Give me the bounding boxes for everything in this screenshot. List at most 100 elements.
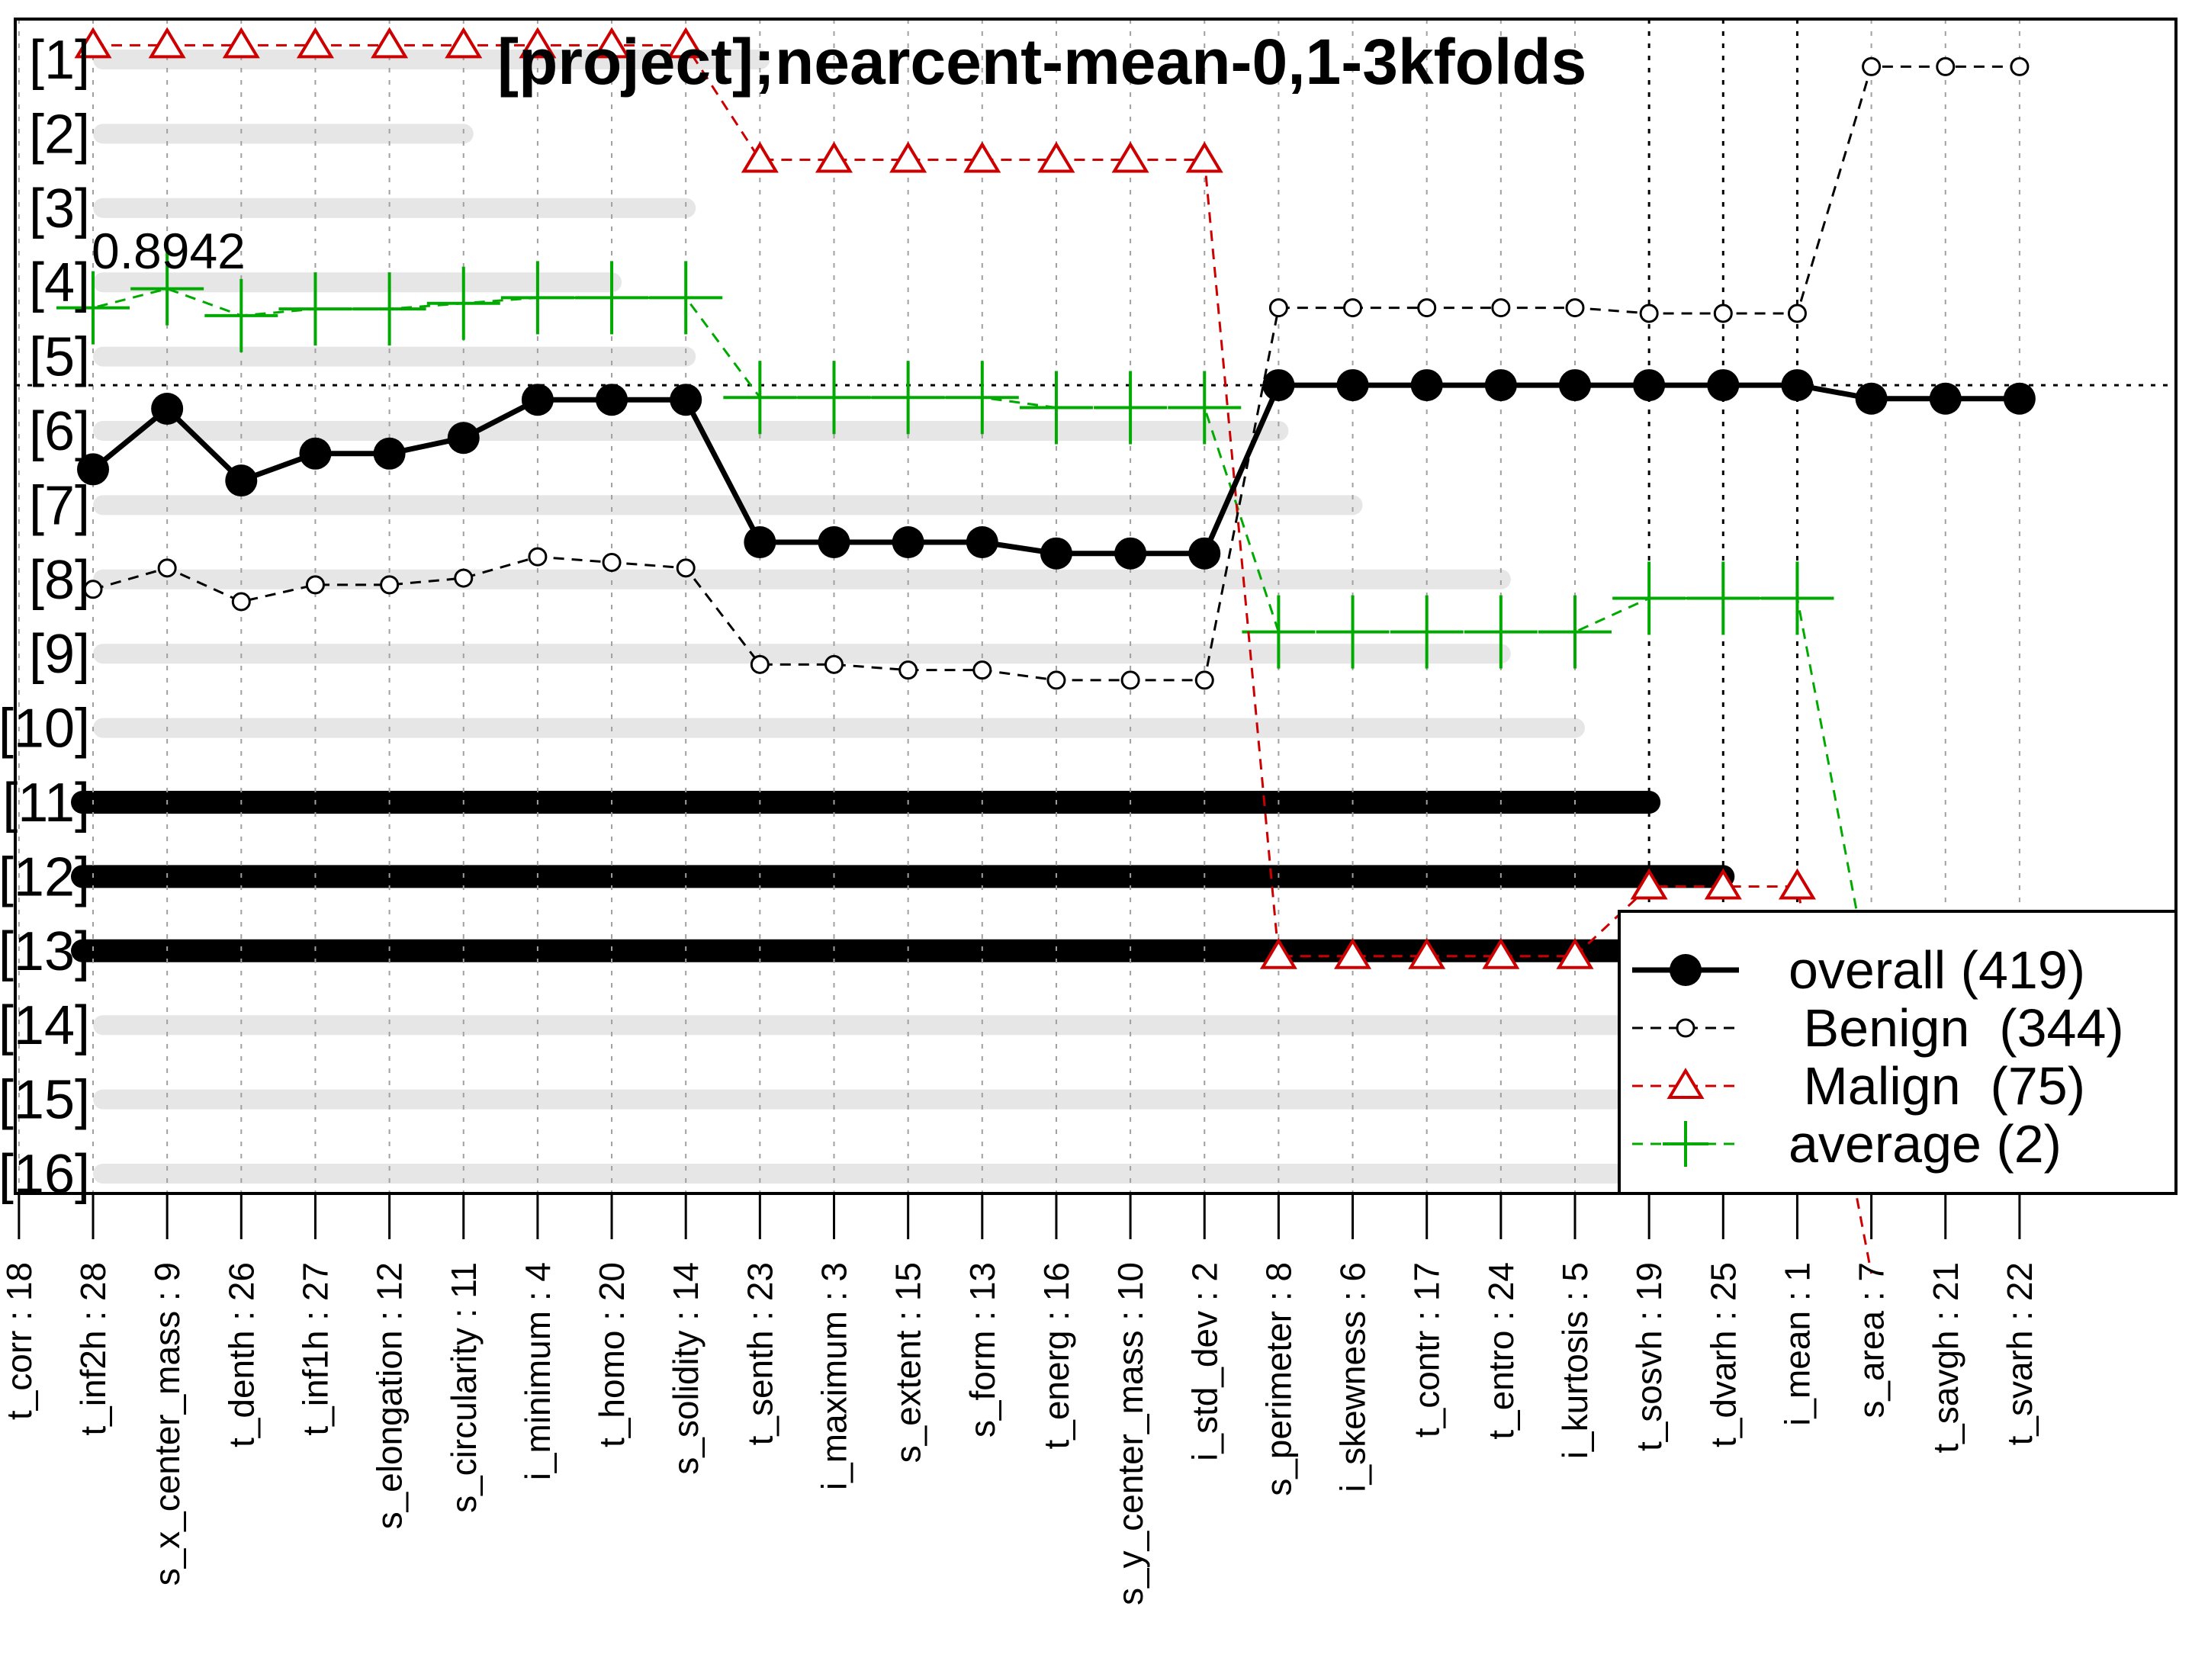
data-point [231,592,251,612]
x-tick-label: i_kurtosis : 5 [1555,1262,1595,1459]
data-point [83,580,103,599]
data-point [1185,141,1223,173]
x-tick-label: t_savgh : 21 [1926,1262,1965,1454]
data-point [1111,141,1149,173]
data-point [966,526,998,559]
legend: overall (419) Benign (344) Malign (75)av… [1618,910,2178,1195]
data-point [1760,561,1834,635]
row-label: [7] [29,475,90,536]
data-point [157,558,177,578]
data-point [898,660,918,680]
data-point [1491,298,1511,318]
data-point [1565,298,1585,318]
x-tick-label: t_inf1h : 27 [295,1262,335,1436]
data-point [1188,537,1221,570]
data-point [1464,595,1538,669]
data-point [1559,369,1591,402]
data-point [1114,537,1147,570]
row-label: [14] [0,995,90,1056]
data-point [1046,670,1066,690]
x-tick-label: i_std_dev : 2 [1184,1262,1224,1461]
data-point [222,27,260,59]
row-label: [10] [0,699,90,760]
x-tick-label: t_svarh : 22 [2000,1262,2039,1445]
row-bars [71,50,1735,1184]
row-label: [9] [29,624,90,685]
x-tick-label: i_minimum : 4 [518,1262,558,1480]
data-point [1390,595,1464,669]
x-tick-label: s_circularity : 11 [444,1262,484,1513]
data-point [1268,298,1288,318]
data-point [299,437,332,470]
x-tick-label: t_sosvh : 19 [1629,1262,1669,1451]
data-point [1538,595,1612,669]
x-tick-label: t_denth : 26 [221,1262,261,1447]
data-point [1410,369,1443,402]
data-point [1262,369,1295,402]
data-point [945,361,1019,435]
x-tick-label: t_dvarh : 25 [1703,1262,1743,1447]
x-axis: t_corr : 18 t_inf2h : 28 s_x_center_mass :… [0,1193,2039,1605]
data-point [380,575,400,595]
x-tick-label: s_x_center_mass : 9 [147,1262,187,1585]
data-point [56,271,130,345]
series-overall [77,369,2036,570]
data-point [1639,304,1659,323]
data-point [1037,141,1075,173]
legend-marker-average [1663,1121,1708,1167]
data-point [151,392,184,425]
data-point [963,141,1001,173]
data-point [596,384,628,416]
x-tick-label: s_area : 7 [1852,1262,1891,1418]
x-tick-label: t_contr : 17 [1407,1262,1447,1437]
data-point [972,660,992,680]
row-label: [8] [29,550,90,611]
row-label: [5] [29,327,90,388]
data-point [1168,371,1242,445]
data-point [1259,937,1297,969]
row-label: [3] [29,178,90,239]
data-point [871,361,945,435]
data-point [1781,369,1814,402]
x-tick-label: t_homo : 20 [592,1262,632,1447]
legend-marker-overall [1670,954,1702,986]
data-point [818,526,850,559]
data-point [278,272,352,346]
data-point [1686,561,1760,635]
data-point [352,272,426,346]
data-point [447,422,480,455]
data-point [1630,868,1668,900]
row-label: [1] [29,30,90,91]
series-malign [74,27,1873,1274]
data-point [373,437,406,470]
x-tick-label: t_inf2h : 28 [73,1262,113,1436]
row-label: [16] [0,1144,90,1205]
data-point [528,547,548,567]
legend-label-average: average (2) [1789,1114,2062,1174]
data-point [296,27,334,59]
data-point [1855,382,1888,415]
data-point [1040,537,1072,570]
x-tick-label: s_y_center_mass : 10 [1110,1262,1150,1605]
data-point [130,252,204,326]
data-point [1316,595,1390,669]
reference-value-label: 0.8942 [92,223,246,279]
data-point [1019,371,1093,445]
data-point [744,526,776,559]
legend-label-overall: overall (419) [1789,940,2085,1000]
data-point [750,654,770,674]
data-point [1094,371,1168,445]
data-point [1336,369,1369,402]
data-point [521,384,554,416]
data-point [797,361,871,435]
data-point [575,261,649,335]
row-label: [15] [0,1070,90,1131]
data-point [1704,868,1742,900]
data-point [741,141,779,173]
chart-title: [project];nearcent-mean-0,1-3kfolds [497,26,1586,98]
data-point [2003,382,2036,415]
data-point [667,27,705,59]
data-point [1929,382,1962,415]
data-point [815,141,853,173]
x-tick-label: t_energ : 16 [1037,1262,1076,1450]
